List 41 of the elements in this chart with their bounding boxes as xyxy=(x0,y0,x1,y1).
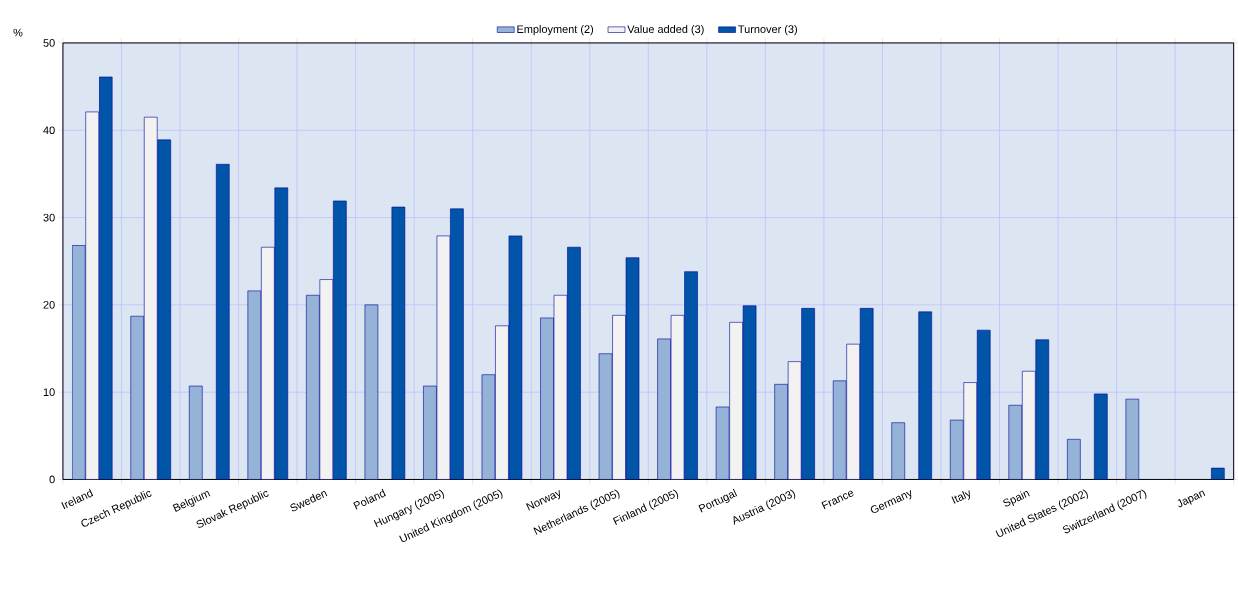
bar xyxy=(143,116,158,480)
bar xyxy=(1094,393,1108,480)
legend-label: Turnover (3) xyxy=(738,24,797,36)
bar xyxy=(85,111,99,480)
bar xyxy=(495,325,509,480)
y-axis-title: % xyxy=(13,28,23,37)
bar xyxy=(963,382,978,480)
bar xyxy=(801,307,815,480)
bar xyxy=(1021,370,1036,480)
legend-label: Employment (2) xyxy=(517,24,594,36)
bar xyxy=(859,307,874,480)
bar xyxy=(333,200,347,480)
bar xyxy=(729,321,743,480)
y-tick-label: 30 xyxy=(43,213,55,222)
x-tick-label: Italy xyxy=(951,490,970,504)
x-tick-label: Japan xyxy=(1177,490,1206,507)
bar xyxy=(274,187,289,480)
bar xyxy=(364,304,379,480)
y-tick-label: 40 xyxy=(43,126,55,134)
x-tick-label: Spain xyxy=(1003,490,1030,507)
bar xyxy=(1125,398,1140,480)
y-tick-label: 10 xyxy=(43,388,55,396)
bar xyxy=(567,246,581,480)
bar xyxy=(612,314,626,480)
bar xyxy=(1067,438,1081,480)
bar xyxy=(846,343,860,480)
bar xyxy=(261,246,275,480)
bar xyxy=(918,311,932,480)
bar xyxy=(891,422,906,480)
y-tick-label: 20 xyxy=(43,300,55,309)
bar xyxy=(976,329,991,480)
legend-label: Value added (3) xyxy=(627,24,704,36)
y-tick-label: 0 xyxy=(49,475,55,484)
bar xyxy=(684,271,698,480)
bar xyxy=(450,208,464,480)
bar xyxy=(1035,339,1050,480)
bar xyxy=(157,139,172,480)
bar xyxy=(215,163,230,480)
bar xyxy=(98,76,113,480)
bar xyxy=(189,385,203,480)
y-tick-label: 50 xyxy=(43,38,55,47)
